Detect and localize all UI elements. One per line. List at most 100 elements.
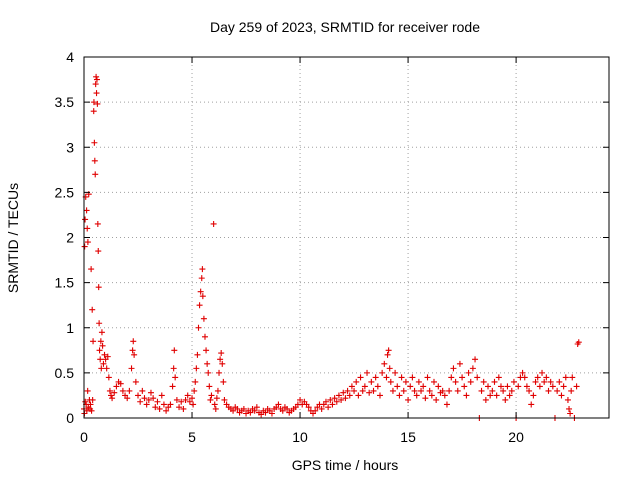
data-point — [297, 396, 304, 403]
data-point — [387, 378, 394, 385]
data-point — [420, 383, 427, 390]
grid — [84, 57, 609, 418]
data-point — [195, 324, 202, 331]
data-point — [92, 171, 99, 178]
data-point — [170, 365, 177, 372]
data-point — [415, 378, 422, 385]
data-point — [392, 369, 399, 376]
data-point — [219, 360, 226, 367]
data-point — [141, 395, 148, 402]
data-point — [405, 396, 412, 403]
data-point — [147, 389, 154, 396]
data-point — [502, 396, 509, 403]
data-point — [489, 387, 496, 394]
data-point — [192, 378, 199, 385]
data-point — [467, 378, 474, 385]
chart-title: Day 259 of 2023, SRMTID for receiver rod… — [210, 19, 480, 35]
data-point — [90, 108, 97, 115]
data-point — [279, 407, 286, 414]
data-point — [262, 409, 269, 416]
data-point — [409, 374, 416, 381]
data-point — [109, 395, 116, 402]
data-point — [556, 378, 563, 385]
y-axis-label: SRMTID / TECUs — [5, 183, 21, 293]
data-point — [469, 365, 476, 372]
data-point — [413, 392, 420, 399]
y-tick-label: 2 — [66, 230, 74, 246]
data-point — [93, 76, 100, 83]
data-point — [93, 90, 100, 97]
data-point — [131, 351, 138, 358]
data-point — [171, 347, 178, 354]
data-point — [251, 407, 258, 414]
data-point — [564, 396, 571, 403]
data-point — [422, 395, 429, 402]
data-point — [510, 378, 517, 385]
data-point — [485, 383, 492, 390]
data-point — [163, 407, 170, 414]
data-point — [90, 338, 97, 345]
data-point — [154, 398, 161, 405]
data-point — [82, 216, 89, 223]
data-point — [547, 378, 554, 385]
data-point — [543, 374, 550, 381]
y-tick-label: 0 — [66, 410, 74, 426]
data-point — [91, 139, 98, 146]
data-point — [200, 315, 207, 322]
data-point — [560, 383, 567, 390]
y-tick-label: 1.5 — [55, 275, 75, 291]
data-point — [88, 266, 95, 273]
data-point — [199, 266, 206, 273]
data-point — [459, 374, 466, 381]
data-point — [569, 374, 576, 381]
data-point — [539, 369, 546, 376]
x-tick-label: 5 — [188, 429, 196, 445]
data-point — [532, 378, 539, 385]
data-point — [335, 392, 342, 399]
data-series — [81, 73, 582, 421]
data-point — [268, 410, 275, 417]
data-point — [500, 387, 507, 394]
data-point — [199, 293, 206, 300]
y-tick-label: 0.5 — [55, 365, 75, 381]
data-point — [394, 383, 401, 390]
data-point — [567, 410, 574, 417]
data-point — [124, 395, 131, 402]
x-tick-label: 10 — [292, 429, 308, 445]
data-point — [99, 342, 106, 349]
data-point — [439, 387, 446, 394]
data-point — [211, 401, 218, 408]
data-point — [359, 387, 366, 394]
data-point — [376, 392, 383, 399]
data-point — [426, 387, 433, 394]
data-point — [193, 365, 200, 372]
data-point — [398, 374, 405, 381]
data-point — [353, 378, 360, 385]
data-point — [184, 392, 191, 399]
data-point — [530, 392, 537, 399]
data-point — [119, 387, 126, 394]
data-point — [331, 395, 338, 402]
data-point — [534, 374, 541, 381]
data-point — [210, 220, 217, 227]
data-point — [385, 347, 392, 354]
data-point — [523, 383, 530, 390]
data-point — [346, 392, 353, 399]
data-point — [90, 99, 97, 106]
data-point — [160, 401, 167, 408]
data-point — [379, 369, 386, 376]
data-point — [176, 404, 183, 411]
data-point — [348, 383, 355, 390]
data-point — [253, 404, 260, 411]
data-point — [186, 398, 193, 405]
data-point — [190, 401, 197, 408]
data-point — [93, 73, 100, 80]
data-point — [370, 387, 377, 394]
data-point — [566, 405, 573, 412]
data-point — [448, 374, 455, 381]
data-point — [431, 378, 437, 385]
data-point — [194, 351, 201, 358]
data-point — [519, 369, 526, 376]
axis-ticks: 0 0.5 1 1.5 2 2.5 3 3.5 4 0 5 10 15 20 — [55, 49, 609, 445]
